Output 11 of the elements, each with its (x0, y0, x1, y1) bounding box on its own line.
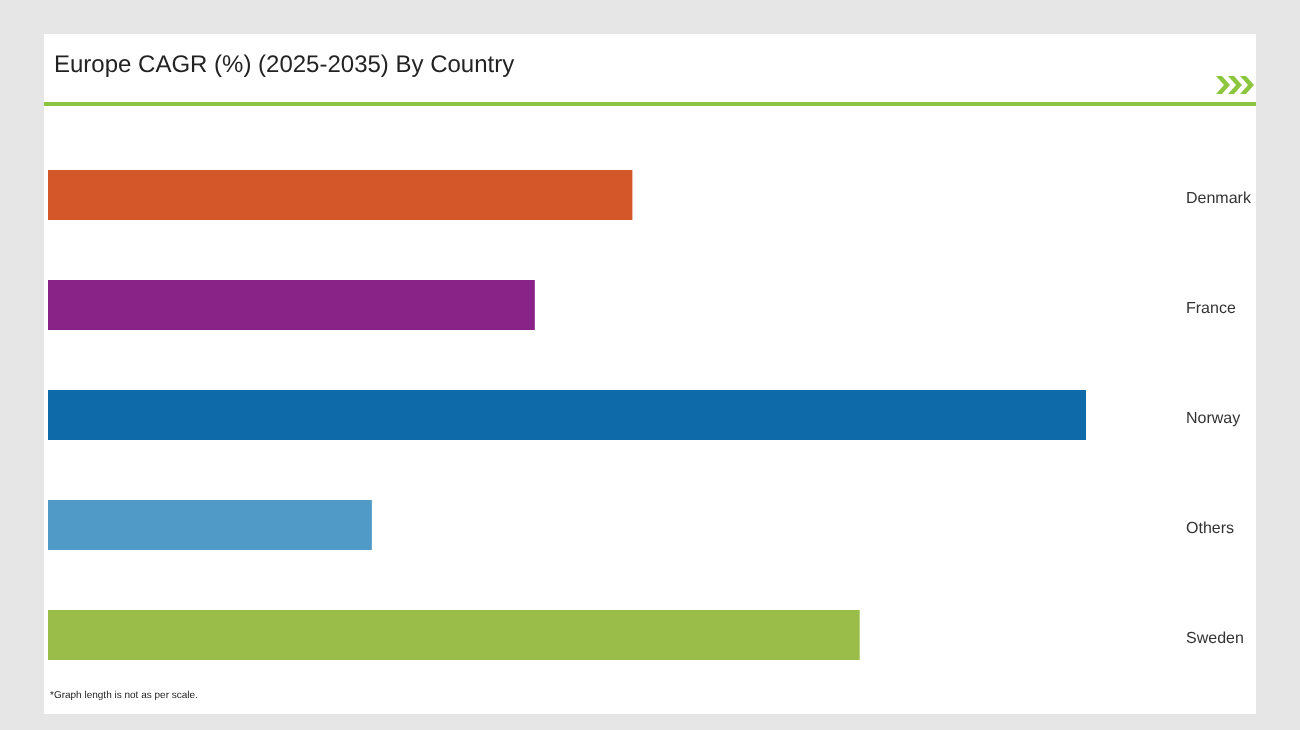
bar (48, 170, 633, 220)
bar (48, 610, 860, 660)
y-tick-label: Sweden (1186, 629, 1244, 647)
bar (48, 280, 535, 330)
y-tick-label: Denmark (1186, 189, 1253, 207)
y-tick-label: Norway (1186, 409, 1241, 427)
y-tick-label: France (1186, 299, 1237, 317)
bar (48, 390, 1086, 440)
chart-title: Europe CAGR (%) (2025-2035) By Country (54, 50, 515, 78)
bar (48, 500, 372, 550)
y-tick-label: Others (1186, 519, 1235, 537)
